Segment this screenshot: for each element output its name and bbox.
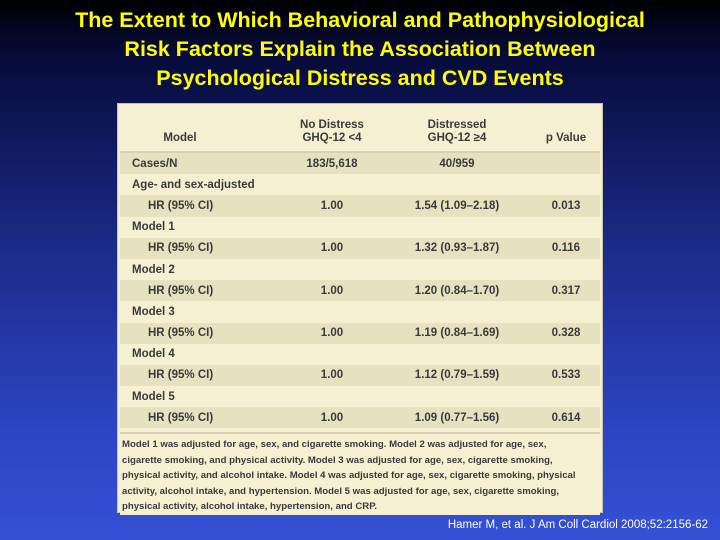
table-footnote: Model 1 was adjusted for age, sex, and c… — [120, 434, 600, 515]
results-table: Model No Distress GHQ-12 <4 Distressed G… — [117, 103, 603, 515]
table-row: HR (95% CI) 1.00 1.54 (1.09–2.18) 0.013 — [120, 195, 600, 217]
slide-title: The Extent to Which Behavioral and Patho… — [0, 6, 720, 93]
table-row: Model 1 — [120, 217, 600, 238]
table-row: Model 3 — [120, 301, 600, 322]
header-no-distress-line1: No Distress — [300, 119, 364, 131]
footnote-line: cigarette smoking, and physical activity… — [122, 454, 553, 466]
table-row: Model 5 — [120, 386, 600, 407]
footnote-line: Model 1 was adjusted for age, sex, and c… — [122, 439, 547, 450]
table-row: Cases/N 183/5,618 40/959 — [120, 153, 600, 175]
title-line-1: The Extent to Which Behavioral and Patho… — [75, 8, 645, 32]
footnote-line: physical activity, alcohol intake, hyper… — [122, 501, 378, 512]
footnote-line: activity, alcohol intake, and hypertensi… — [122, 485, 559, 497]
row-label: HR (95% CI) — [148, 327, 214, 340]
row-label: HR (95% CI) — [148, 284, 214, 297]
row-label: Model 3 — [132, 305, 175, 318]
footnote-line: physical activity, and alcohol intake. M… — [122, 470, 576, 481]
row-label: Model 5 — [132, 390, 175, 403]
table-row: Model 2 — [120, 259, 600, 280]
p-value: 0.328 — [551, 327, 581, 340]
distressed-value: 40/959 — [439, 157, 475, 170]
p-value: 0.116 — [551, 242, 581, 255]
row-label: Model 1 — [132, 221, 175, 234]
header-distressed: Distressed GHQ-12 ≥4 — [395, 106, 519, 151]
header-p-value-label: p Value — [545, 132, 587, 144]
title-line-2: Risk Factors Explain the Association Bet… — [124, 37, 596, 61]
p-value: 0.013 — [551, 199, 581, 212]
distressed-value: 1.54 (1.09–2.18) — [414, 199, 500, 212]
row-label: Age- and sex-adjusted — [132, 178, 255, 191]
distressed-value: 1.32 (0.93–1.87) — [414, 242, 500, 255]
table-row: HR (95% CI) 1.00 1.20 (0.84–1.70) 0.317 — [120, 280, 600, 302]
header-no-distress-line2: GHQ-12 <4 — [302, 132, 362, 144]
table-row: HR (95% CI) 1.00 1.12 (0.79–1.59) 0.533 — [120, 364, 600, 387]
citation: Hamer M, et al. J Am Coll Cardiol 2008;5… — [447, 519, 708, 531]
title-line-3: Psychological Distress and CVD Events — [156, 66, 564, 90]
footnote-divider — [120, 432, 600, 434]
table-header-row: Model No Distress GHQ-12 <4 Distressed G… — [120, 106, 600, 153]
row-label: HR (95% CI) — [148, 411, 214, 424]
distressed-value: 1.12 (0.79–1.59) — [414, 369, 500, 382]
table-row: HR (95% CI) 1.00 1.19 (0.84–1.69) 0.328 — [120, 322, 600, 344]
table-row: Age- and sex-adjusted — [120, 174, 600, 195]
no-distress-value: 1.00 — [320, 411, 344, 424]
distressed-value: 1.20 (0.84–1.70) — [414, 284, 500, 297]
row-label: HR (95% CI) — [148, 369, 214, 382]
row-label: Cases/N — [132, 157, 178, 170]
p-value: 0.533 — [551, 369, 581, 382]
no-distress-value: 183/5,618 — [306, 157, 358, 170]
no-distress-value: 1.00 — [320, 284, 344, 297]
header-distressed-line2: GHQ-12 ≥4 — [427, 132, 487, 144]
p-value: 0.317 — [551, 284, 581, 297]
table-body: Model No Distress GHQ-12 <4 Distressed G… — [120, 106, 600, 429]
row-label: Model 2 — [132, 263, 175, 276]
p-value — [536, 153, 596, 174]
no-distress-value: 1.00 — [320, 369, 344, 382]
row-label: HR (95% CI) — [148, 242, 214, 255]
header-distressed-line1: Distressed — [427, 119, 487, 131]
distressed-value: 1.19 (0.84–1.69) — [414, 327, 500, 340]
distressed-value: 1.09 (0.77–1.56) — [414, 411, 500, 424]
no-distress-value: 1.00 — [320, 199, 344, 212]
header-model-label: Model — [163, 132, 197, 144]
header-no-distress: No Distress GHQ-12 <4 — [280, 106, 384, 151]
no-distress-value: 1.00 — [320, 242, 344, 255]
table-row: HR (95% CI) 1.00 1.32 (0.93–1.87) 0.116 — [120, 237, 600, 259]
p-value: 0.614 — [551, 411, 581, 424]
header-p-value: p Value — [536, 106, 596, 151]
header-model: Model — [120, 106, 240, 151]
row-label: Model 4 — [132, 348, 175, 361]
row-label: HR (95% CI) — [148, 199, 214, 212]
table-row: Model 4 — [120, 344, 600, 365]
table-row: HR (95% CI) 1.00 1.09 (0.77–1.56) 0.614 — [120, 407, 600, 429]
no-distress-value: 1.00 — [320, 327, 344, 340]
